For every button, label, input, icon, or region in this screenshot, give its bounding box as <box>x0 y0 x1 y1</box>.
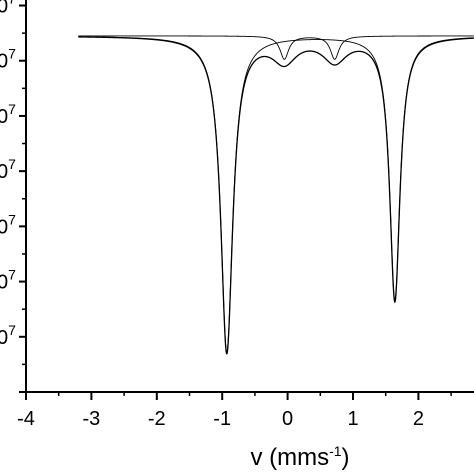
y-tick-label: 07 <box>0 0 16 18</box>
y-tick-label: 07 <box>0 46 16 73</box>
y-tick-label: 07 <box>0 156 16 183</box>
x-axis-title-main: v (mms <box>250 444 329 471</box>
spectrum-lines <box>78 35 474 355</box>
spectrum-curve <box>78 36 474 353</box>
x-axis-title-superscript: -1 <box>329 443 342 459</box>
x-axis-title-close: ) <box>342 444 350 471</box>
y-tick-label: 07 <box>0 267 16 294</box>
spectrum-curve <box>78 35 474 60</box>
y-tick-label: 07 <box>0 211 16 238</box>
x-tick-label: 2 <box>413 408 424 430</box>
x-tick-label: 1 <box>347 408 358 430</box>
y-axis: 07 07 07 07 07 07 07 <box>0 0 27 393</box>
x-tick-label: 0 <box>282 408 293 430</box>
x-tick-label: -2 <box>148 408 166 430</box>
y-tick-label: 07 <box>0 322 16 349</box>
x-tick-label: -1 <box>213 408 231 430</box>
x-tick-label: -3 <box>83 408 101 430</box>
x-axis-title: v (mms-1) <box>250 443 349 471</box>
x-axis: -4 -3 -2 -1 0 1 2 <box>17 391 474 430</box>
x-tick-label: -4 <box>17 408 35 430</box>
spectrum-curve <box>78 36 474 355</box>
y-tick-label: 07 <box>0 101 16 128</box>
